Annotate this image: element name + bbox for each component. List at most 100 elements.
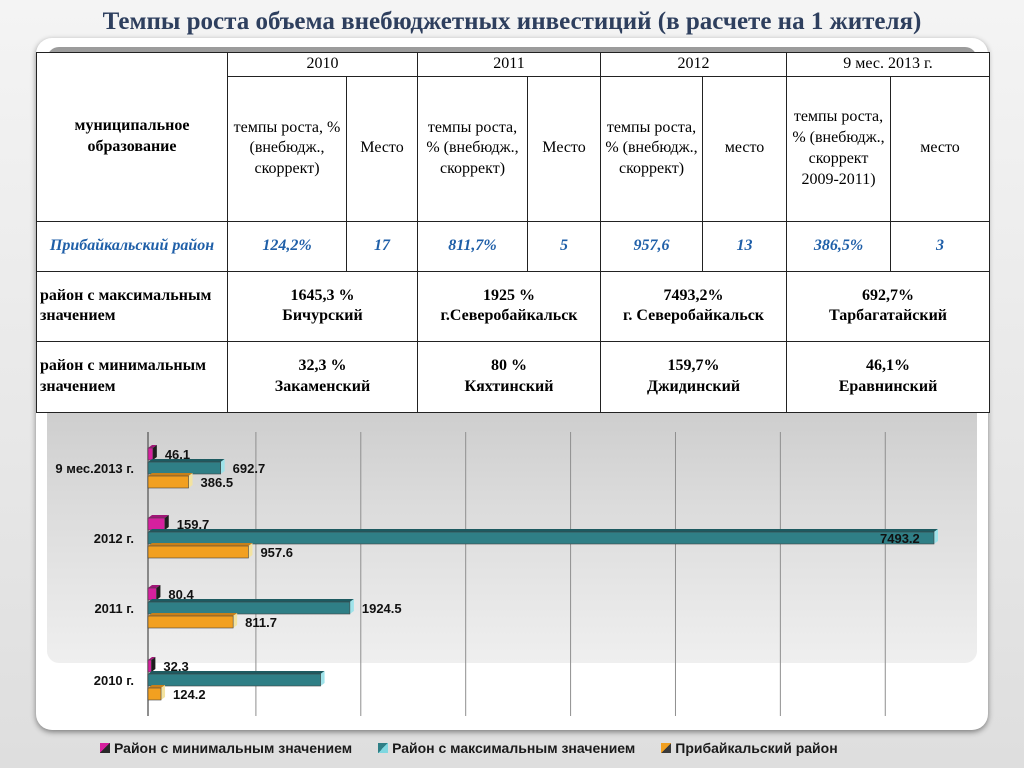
cell-district: г.Северобайкальск	[440, 307, 578, 325]
bar-top-face	[148, 599, 354, 602]
bar	[147, 601, 351, 615]
bar	[147, 461, 221, 475]
bar-side-face	[349, 599, 354, 614]
legend-item-min: Район с минимальным значением	[100, 740, 352, 756]
bar-side-face	[164, 515, 169, 530]
chart-legend: Район с минимальным значением Район с ма…	[100, 738, 838, 758]
data-label: 46.1	[165, 447, 190, 462]
bar	[147, 475, 189, 489]
bar-top-face	[148, 473, 193, 476]
cell-value: 1645,3 %	[290, 286, 355, 304]
bar-top-face	[148, 685, 166, 688]
bar-side-face	[233, 613, 238, 628]
category-label: 9 мес.2013 г.	[55, 461, 134, 476]
bar-top-face	[148, 445, 157, 448]
bar-side-face	[161, 685, 166, 700]
category-label: 2011 г.	[94, 601, 134, 616]
table-row-min: район с минимальным значением 32,3 % Зака…	[36, 340, 991, 413]
bar-top-face	[148, 543, 253, 546]
data-label: 957.6	[260, 545, 293, 560]
year-2010-header: 2010	[227, 52, 418, 77]
bar-side-face	[934, 529, 938, 544]
bar	[147, 587, 157, 601]
bar-top-face	[148, 585, 161, 588]
max-row-label: район с максимальным значением	[36, 270, 228, 342]
subheader-row: темпы роста, % (внебюдж., скоррект) Мест…	[37, 75, 991, 222]
min-row-label: район с минимальным значением	[36, 340, 228, 413]
cell-value: 46,1%	[866, 357, 910, 374]
data-label: 32.3	[163, 659, 188, 674]
pribaikalsky-label: Прибайкальский район	[36, 220, 228, 272]
table-cell: 957,6	[600, 220, 703, 272]
data-label: 7493.2	[880, 531, 920, 546]
table-cell: 32,3 % Закаменский	[227, 340, 418, 413]
cell-value: 159,7%	[667, 357, 720, 374]
bar	[147, 687, 162, 701]
bar	[147, 545, 249, 559]
table-cell: 80 % Кяхтинский	[417, 340, 601, 413]
bar-top-face	[148, 459, 225, 462]
rank-header: Место	[346, 75, 418, 222]
cell-value: 7493,2%	[663, 286, 724, 304]
bar-side-face	[220, 459, 225, 474]
bar	[147, 659, 152, 673]
cell-district: г. Северобайкальск	[622, 307, 765, 325]
cell-district: Бичурский	[282, 307, 363, 325]
cell-value: 32,3 %	[298, 357, 347, 374]
cell-value: 692,7%	[862, 286, 914, 304]
cell-district: Тарбагатайский	[828, 307, 948, 325]
bar	[147, 517, 166, 531]
data-label: 80.4	[168, 587, 194, 602]
bar-top-face	[148, 671, 325, 674]
bar-side-face	[320, 671, 325, 686]
growth-rate-header: темпы роста, % (внебюдж., скоррект 2009-…	[786, 75, 891, 222]
legend-item-max: Район с максимальным значением	[378, 740, 635, 756]
data-label: 811.7	[245, 615, 277, 630]
table-row-pribaikalsky: Прибайкальский район 124,2% 17 811,7% 5 …	[36, 220, 991, 272]
table-cell: 1645,3 % Бичурский	[227, 270, 418, 342]
table-cell: 159,7% Джидинский	[600, 340, 787, 413]
rank-header: Место	[527, 75, 601, 222]
legend-swatch-max	[378, 743, 389, 753]
growth-rate-header: темпы роста, % (внебюдж., скоррект)	[600, 75, 703, 222]
category-label: 2010 г.	[94, 673, 134, 688]
table-cell: 46,1% Еравнинский	[785, 340, 991, 413]
cell-district: Джидинский	[646, 377, 741, 395]
bar-side-face	[156, 585, 161, 600]
bar	[147, 531, 935, 545]
legend-item-pribaikalsky: Прибайкальский район	[661, 740, 838, 756]
bar-side-face	[152, 445, 157, 460]
legend-label: Район с минимальным значением	[114, 740, 353, 756]
bar	[147, 673, 321, 687]
table-cell: 124,2%	[227, 220, 347, 272]
year-2013-header: 9 мес. 2013 г.	[785, 52, 991, 77]
category-label: 2012 г.	[94, 531, 134, 546]
bar-top-face	[148, 515, 169, 518]
cell-district: Кяхтинский	[464, 377, 554, 395]
legend-label: Район с максимальным значением	[392, 740, 636, 756]
cell-district: Закаменский	[274, 377, 371, 395]
table-cell: 811,7%	[417, 220, 528, 272]
bar	[147, 615, 234, 629]
table-cell: 692,7% Тарбагатайский	[785, 270, 991, 342]
bar-side-face	[151, 657, 156, 672]
data-label: 159.7	[177, 517, 210, 532]
table-cell: 7493,2% г. Северобайкальск	[600, 270, 787, 342]
growth-rate-header: темпы роста, % (внебюдж., скоррект)	[417, 75, 528, 222]
rank-header: место	[889, 75, 991, 222]
bar-top-face	[148, 529, 938, 532]
growth-rate-header: темпы роста, % (внебюдж., скоррект)	[227, 75, 347, 222]
data-label: 386.5	[201, 475, 234, 490]
cell-value: 1925 %	[483, 286, 535, 304]
bar-top-face	[148, 657, 156, 660]
legend-swatch-min	[100, 743, 110, 753]
investment-table: муниципальное образование 2010 2011 2012…	[36, 52, 991, 413]
legend-swatch-pribaikalsky	[661, 743, 672, 753]
page-title: Темпы роста объема внебюджетных инвестиц…	[102, 8, 922, 35]
bar	[147, 447, 154, 461]
cell-district: Еравнинский	[838, 377, 938, 395]
bar-side-face	[248, 543, 253, 558]
bar-side-face	[188, 473, 193, 488]
bar-top-face	[148, 613, 238, 616]
